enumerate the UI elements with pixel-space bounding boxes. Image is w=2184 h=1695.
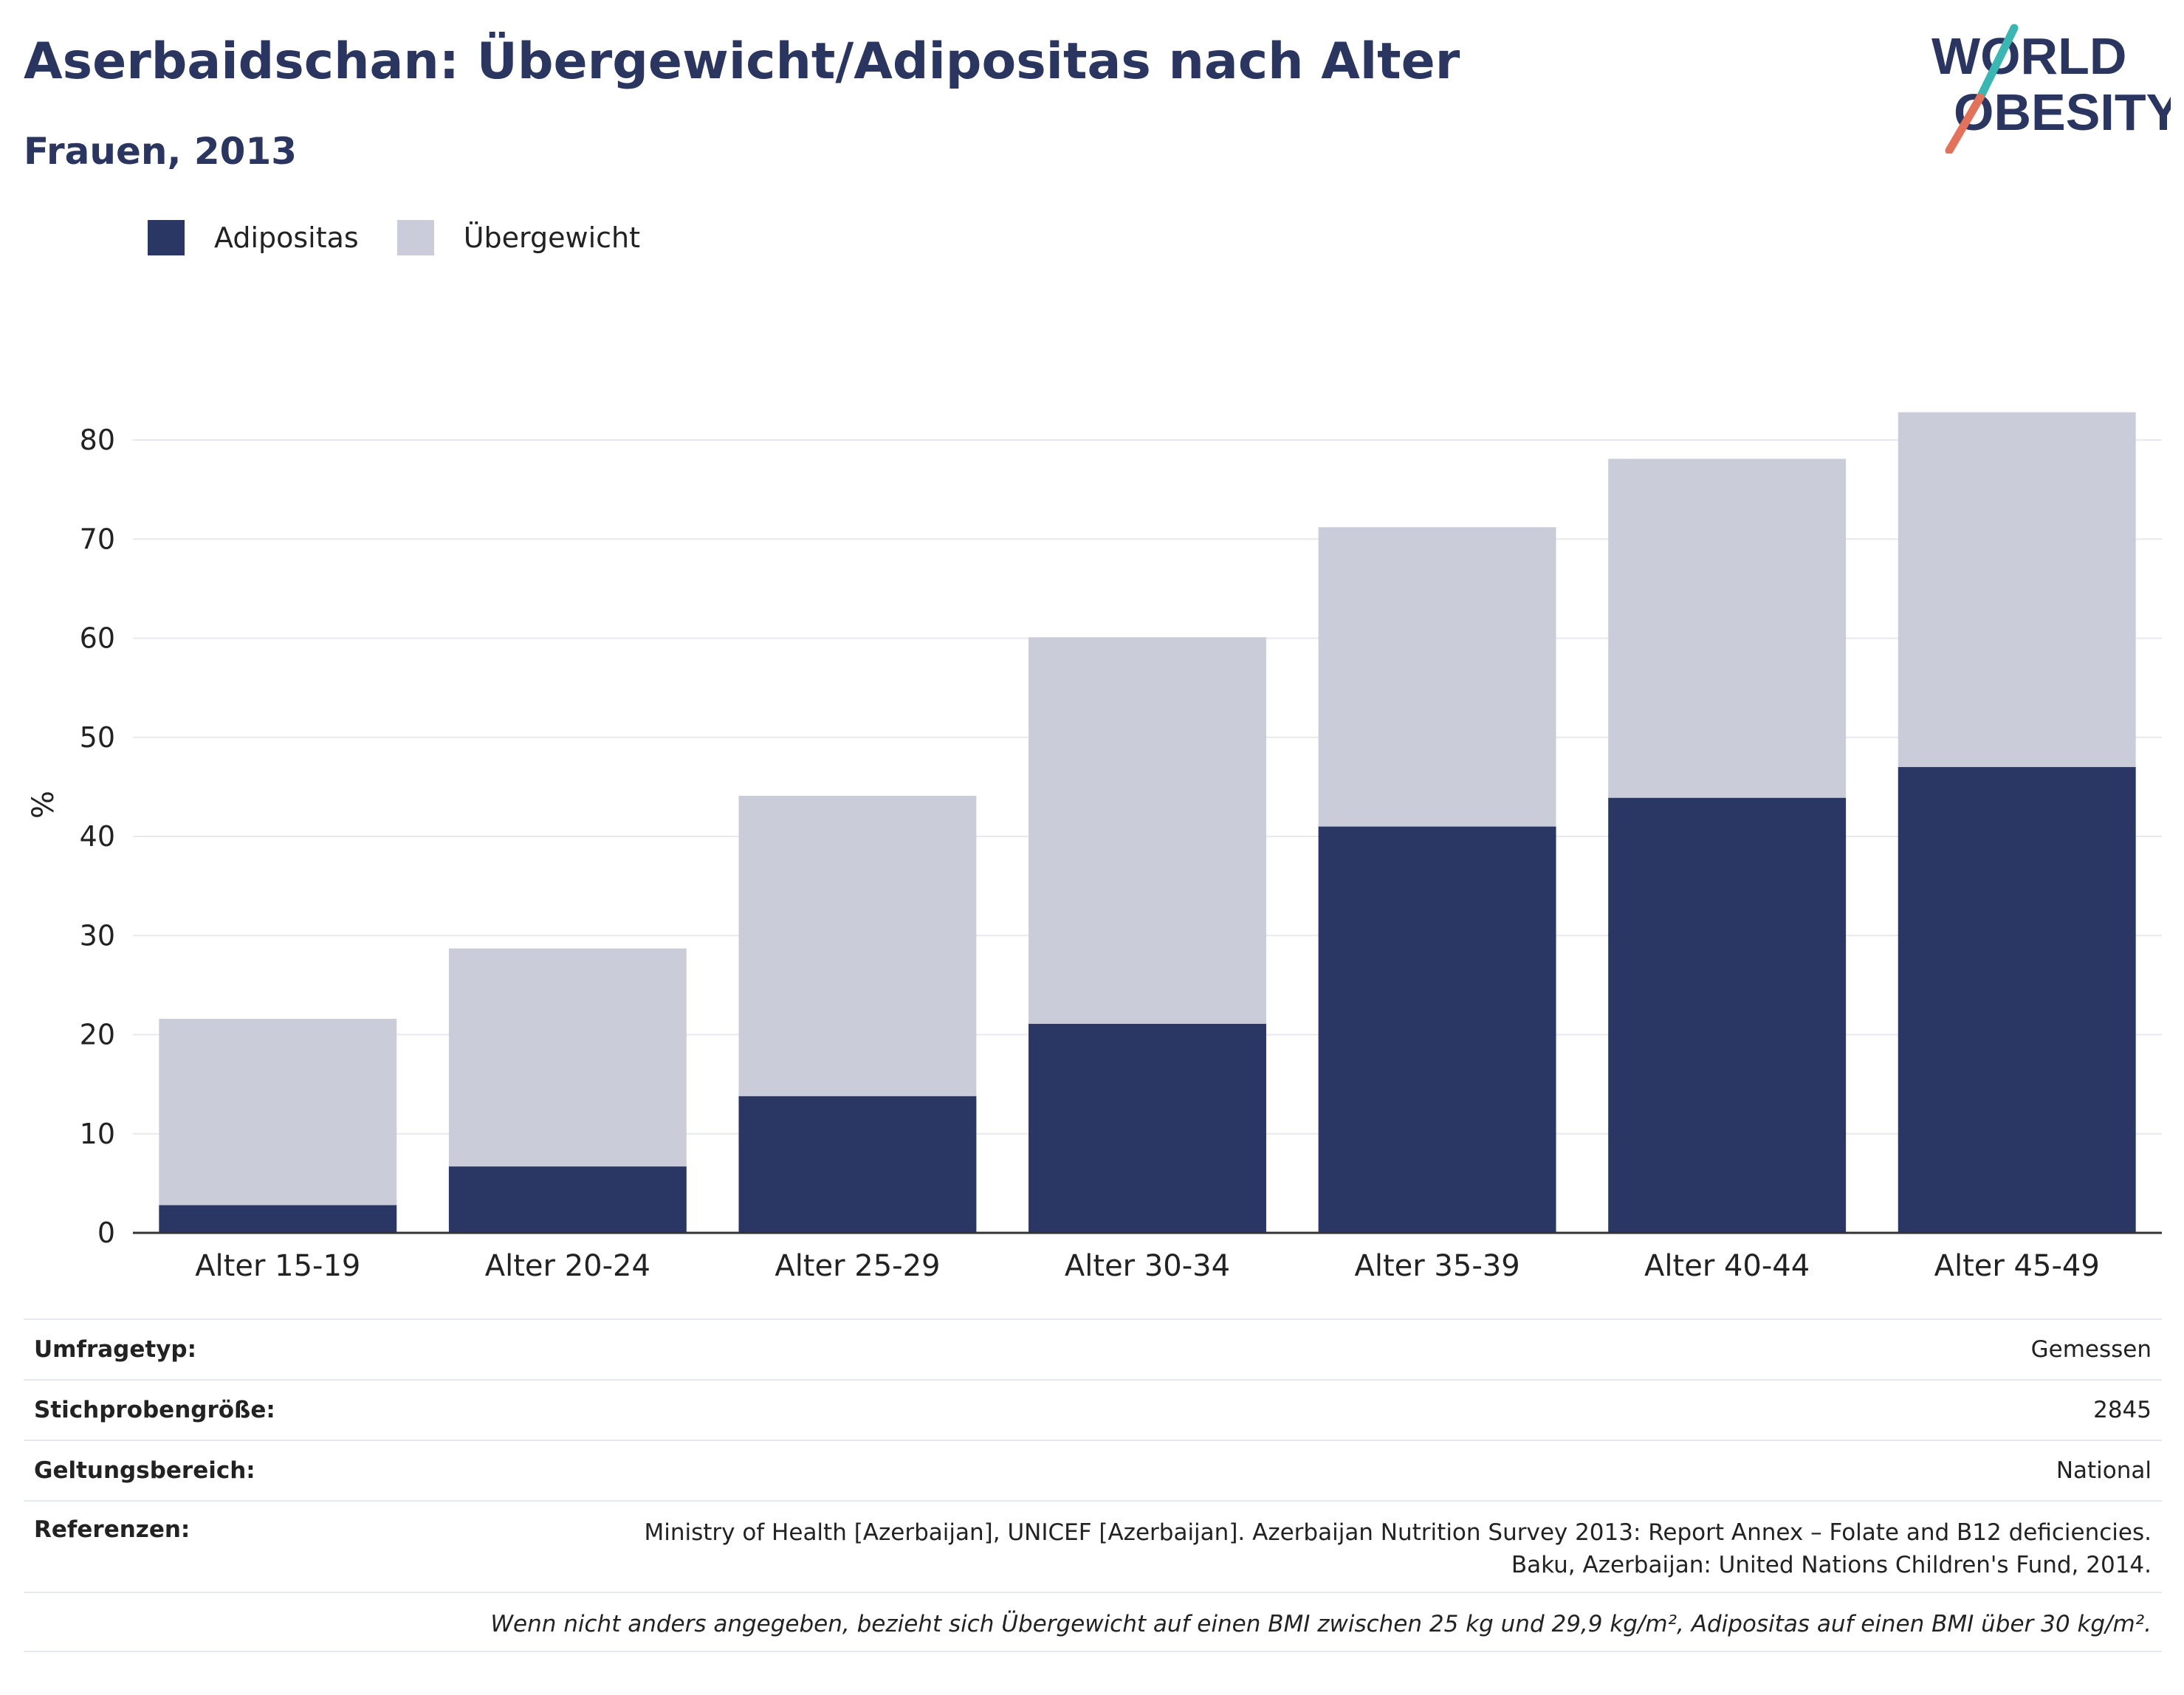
bar-segment-obesity[interactable] <box>738 1096 977 1233</box>
bar-segment-obesity[interactable] <box>1029 1023 1266 1233</box>
info-row-sample-size: Stichprobengröße: 2845 <box>24 1381 2162 1441</box>
references-text: Ministry of Health [Azerbaijan], UNICEF … <box>644 1516 2162 1581</box>
y-tick-label: 20 <box>80 1019 115 1051</box>
logo-word-obesity: OBESITY <box>1954 83 2171 141</box>
info-row-references: Referenzen: Ministry of Health [Azerbaij… <box>24 1502 2162 1593</box>
info-label: Umfragetyp: <box>34 1336 196 1363</box>
references-line-1: Ministry of Health [Azerbaijan], UNICEF … <box>644 1519 2152 1546</box>
info-value: National <box>2056 1457 2152 1484</box>
x-axis: Alter 15-19 Alter 20-24 Alter 25-29 Alter 3… <box>133 1231 2162 1283</box>
stacked-bar-chart: 0 10 20 30 40 50 60 70 80 Alter 15-19 Alter 20-24… <box>27 412 2162 1283</box>
y-tick-label: 70 <box>80 523 115 555</box>
y-tick-label: 40 <box>80 820 115 853</box>
x-tick-label: Alter 35-39 <box>1354 1249 1519 1283</box>
y-axis-label: % <box>27 791 61 819</box>
x-tick-label: Alter 25-29 <box>775 1249 940 1283</box>
y-tick-label: 50 <box>80 721 115 754</box>
bar-segment-overweight[interactable] <box>448 948 687 1167</box>
info-label: Stichprobengröße: <box>34 1397 275 1423</box>
logo-word-world: WORLD <box>1931 27 2126 85</box>
bmi-definition-note: Wenn nicht anders angegeben, bezieht sic… <box>24 1593 2162 1652</box>
chart-legend: Adipositas Übergewicht <box>148 220 679 255</box>
bar-segment-overweight[interactable] <box>1318 527 1556 827</box>
info-row-survey-type: Umfragetyp: Gemessen <box>24 1320 2162 1381</box>
logo-coral-stroke <box>1945 93 1985 154</box>
legend-label-overweight: Übergewicht <box>463 221 640 254</box>
bars <box>159 412 2136 1233</box>
y-tick-label: 30 <box>80 919 115 952</box>
survey-info-table: Umfragetyp: Gemessen Stichprobengröße: 2… <box>24 1318 2162 1652</box>
x-tick-label: Alter 15-19 <box>195 1249 360 1283</box>
x-tick-label: Alter 40-44 <box>1644 1249 1810 1283</box>
legend-item-obesity[interactable]: Adipositas <box>148 220 359 255</box>
x-tick-label: Alter 45-49 <box>1934 1249 2100 1283</box>
info-label: Geltungsbereich: <box>34 1457 255 1484</box>
y-tick-label: 0 <box>97 1217 115 1249</box>
chart-subtitle: Frauen, 2013 <box>24 130 298 173</box>
info-value: 2845 <box>2093 1397 2152 1423</box>
x-tick-label: Alter 30-34 <box>1065 1249 1230 1283</box>
references-line-2: Baku, Azerbaijan: United Nations Childre… <box>1511 1552 2152 1578</box>
chart-title: Aserbaidschan: Übergewicht/Adipositas na… <box>24 32 1460 91</box>
info-row-scope: Geltungsbereich: National <box>24 1441 2162 1502</box>
legend-item-overweight[interactable]: Übergewicht <box>396 220 640 255</box>
bar-segment-overweight[interactable] <box>738 795 977 1096</box>
bar-segment-overweight[interactable] <box>1029 637 1266 1024</box>
bar-segment-obesity[interactable] <box>159 1205 397 1233</box>
info-label: Referenzen: <box>34 1516 190 1543</box>
info-value: Gemessen <box>2030 1336 2152 1363</box>
bar-segment-obesity[interactable] <box>1318 826 1556 1233</box>
bar-segment-overweight[interactable] <box>159 1019 397 1206</box>
world-obesity-logo: WORLD OBESITY <box>1931 24 2171 154</box>
logo-teal-stroke <box>1976 24 2019 102</box>
bar-segment-overweight[interactable] <box>1898 412 2136 768</box>
y-tick-label: 10 <box>80 1118 115 1150</box>
y-tick-label: 80 <box>80 424 115 456</box>
bar-segment-obesity[interactable] <box>448 1166 687 1233</box>
legend-label-obesity: Adipositas <box>214 221 359 254</box>
bar-segment-overweight[interactable] <box>1608 458 1847 798</box>
y-tick-label: 60 <box>80 622 115 655</box>
y-axis: 0 10 20 30 40 50 60 70 80 <box>80 424 115 1249</box>
legend-swatch-overweight <box>396 220 434 255</box>
x-tick-label: Alter 20-24 <box>485 1249 650 1283</box>
bar-segment-obesity[interactable] <box>1898 767 2136 1233</box>
bar-segment-obesity[interactable] <box>1608 797 1847 1233</box>
legend-swatch-obesity <box>148 220 185 255</box>
